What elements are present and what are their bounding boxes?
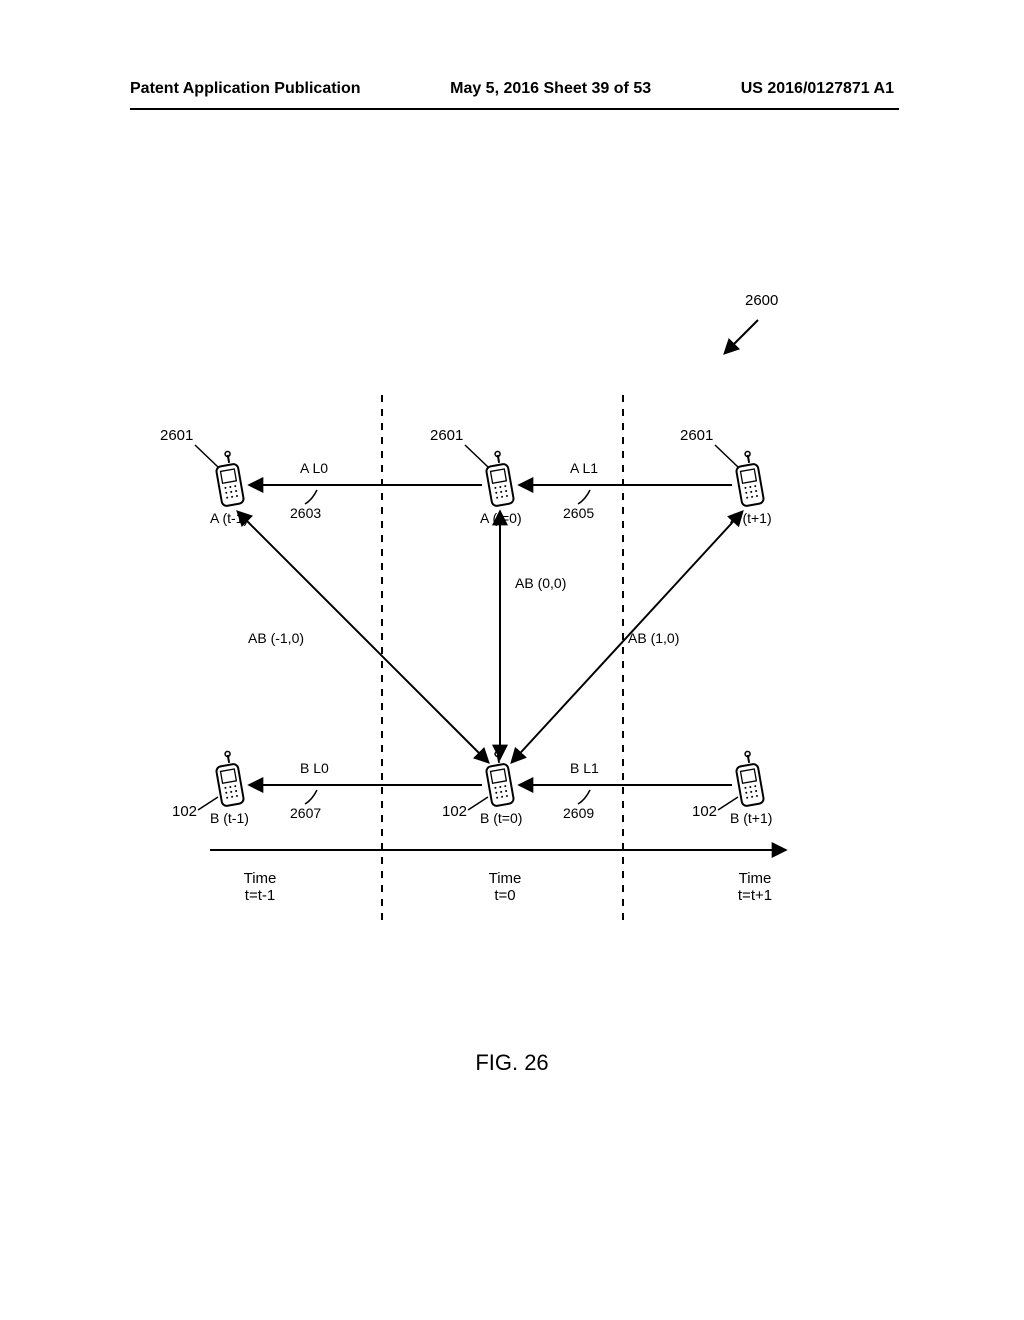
ref-102-1: 102 <box>172 803 197 820</box>
header-center: May 5, 2016 Sheet 39 of 53 <box>450 80 651 98</box>
ref-2609: 2609 <box>563 805 594 821</box>
ref-2600-arrow <box>725 320 758 353</box>
figure-diagram: 2600 2601 2601 2601 A (t-1) A (t=0) A (t… <box>120 280 880 1000</box>
ref-102-3: 102 <box>692 803 717 820</box>
tick-2609 <box>578 790 590 804</box>
lbl-abm10: AB (-1,0) <box>248 630 304 646</box>
lbl-a-tminus1: A (t-1) <box>210 510 248 526</box>
phone-a-t0-icon <box>486 451 515 507</box>
lbl-bl0: B L0 <box>300 760 329 776</box>
lbl-al1: A L1 <box>570 460 598 476</box>
phone-b-t0-icon <box>486 751 515 807</box>
ref-2601-1: 2601 <box>160 427 193 444</box>
time-t0: Timet=0 <box>465 870 545 904</box>
phone-b-tplus1-icon <box>736 751 765 807</box>
tick-2603 <box>305 490 317 504</box>
phone-b-tminus1-icon <box>216 751 245 807</box>
header-right: US 2016/0127871 A1 <box>741 80 894 98</box>
tick-2607 <box>305 790 317 804</box>
lbl-ab10: AB (1,0) <box>628 630 679 646</box>
ref-102-2: 102 <box>442 803 467 820</box>
lbl-al0: A L0 <box>300 460 328 476</box>
lbl-bl1: B L1 <box>570 760 599 776</box>
lbl-b-t0: B (t=0) <box>480 810 522 826</box>
leader-102-1 <box>198 797 218 810</box>
lbl-ab00: AB (0,0) <box>515 575 566 591</box>
time-tminus1: Timet=t-1 <box>220 870 300 904</box>
ref-2601-3: 2601 <box>680 427 713 444</box>
ref-2601-2: 2601 <box>430 427 463 444</box>
lbl-a-tplus1: A (t+1) <box>730 510 772 526</box>
ref-2603: 2603 <box>290 505 321 521</box>
leader-2601-3 <box>715 445 738 467</box>
leader-2601-1 <box>195 445 218 467</box>
leader-102-3 <box>718 797 738 810</box>
tick-2605 <box>578 490 590 504</box>
header-rule <box>130 108 899 110</box>
header-left: Patent Application Publication <box>130 80 361 98</box>
ref-2605: 2605 <box>563 505 594 521</box>
lbl-b-tplus1: B (t+1) <box>730 810 772 826</box>
phone-a-tplus1-icon <box>736 451 765 507</box>
lbl-b-tminus1: B (t-1) <box>210 810 249 826</box>
arrow-ab-plus1 <box>512 512 742 762</box>
time-tplus1: Timet=t+1 <box>715 870 795 904</box>
lbl-a-t0: A (t=0) <box>480 510 522 526</box>
leader-2601-2 <box>465 445 488 467</box>
phone-a-tminus1-icon <box>216 451 245 507</box>
ref-2607: 2607 <box>290 805 321 821</box>
ref-2600: 2600 <box>745 292 778 309</box>
leader-102-2 <box>468 797 488 810</box>
figure-number: FIG. 26 <box>0 1050 1024 1076</box>
page-header: Patent Application Publication May 5, 20… <box>0 80 1024 98</box>
